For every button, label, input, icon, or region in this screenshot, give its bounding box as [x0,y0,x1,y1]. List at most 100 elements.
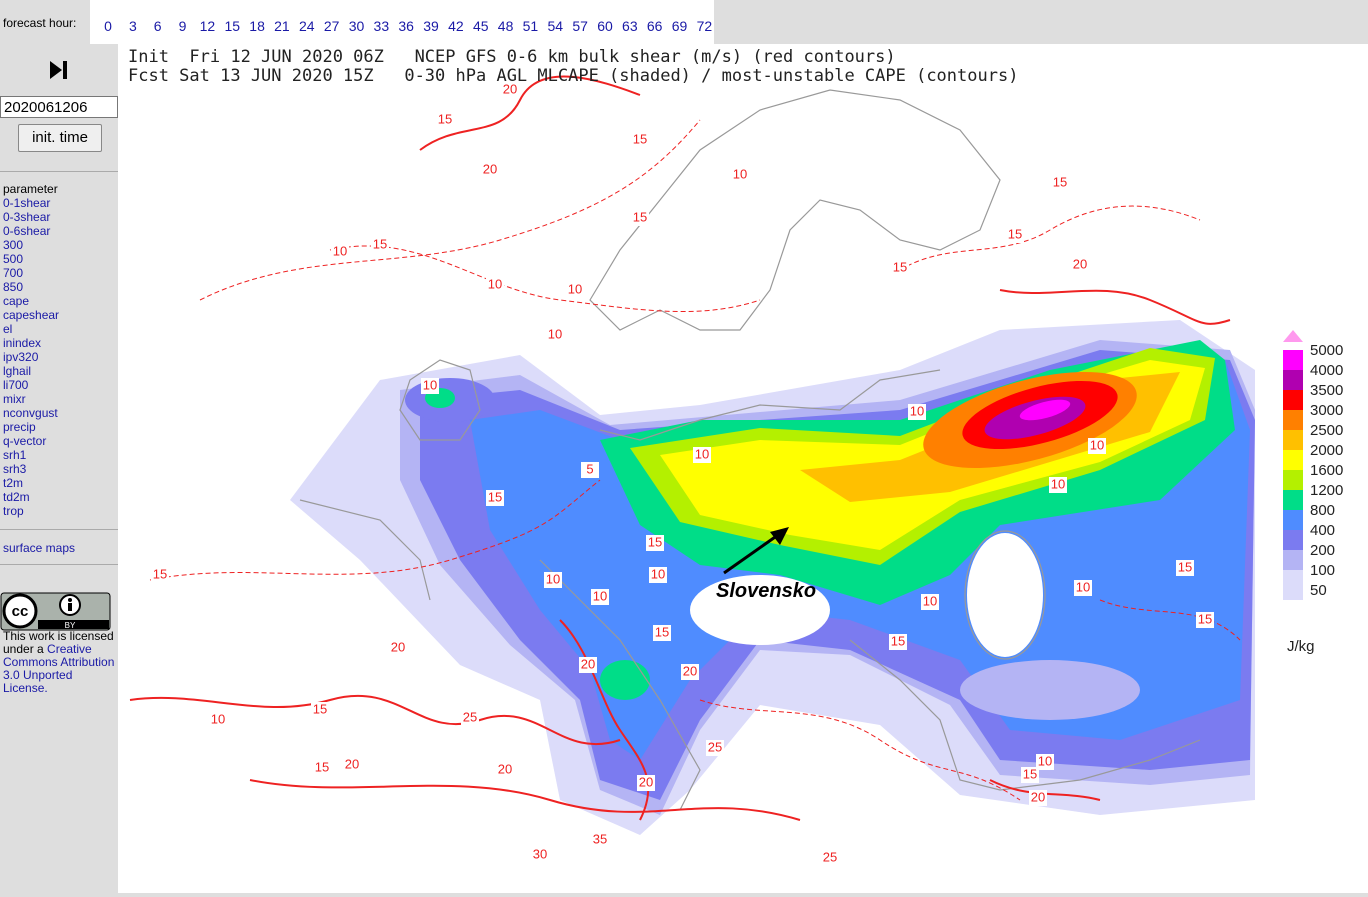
contour-label: 15 [633,209,647,224]
parameter-link[interactable]: el [3,322,13,336]
contour-label: 20 [483,161,497,176]
contour-label-bg [653,625,671,641]
contour-label: 20 [503,81,517,96]
parameter-link[interactable]: 300 [3,238,24,252]
parameter-link[interactable]: lghail [3,364,32,378]
legend-swatch [1283,410,1303,430]
contour-label-bg [1074,580,1092,596]
hour-link[interactable]: 18 [249,18,265,34]
contour-label: 10 [923,593,937,608]
parameter-link[interactable]: trop [3,504,24,518]
parameter-link[interactable]: cape [3,294,30,308]
contour-label-bg [209,712,227,728]
contour-label-bg [579,657,597,673]
contour-label: 15 [655,624,669,639]
cape-shading [290,320,1255,835]
hour-link[interactable]: 21 [274,18,290,34]
hour-link[interactable]: 48 [497,18,514,34]
hour-link[interactable]: 15 [224,18,241,34]
hour-link[interactable]: 39 [423,18,439,34]
hour-link[interactable]: 24 [299,18,315,34]
contour-label-bg [921,594,939,610]
contour-label: 10 [733,166,747,181]
hour-link[interactable]: 42 [448,18,464,34]
contour-label-bg [544,572,562,588]
contour-label-bg [389,640,407,656]
parameter-link[interactable]: 0-1shear [3,196,51,210]
contour-label-bg [486,490,504,506]
parameter-link[interactable]: t2m [3,476,24,490]
init-button[interactable]: init. time [18,124,102,152]
hour-link[interactable]: 0 [104,18,112,34]
contour-label-bg [646,535,664,551]
contour-label: 15 [313,701,327,716]
parameter-link[interactable]: 0-6shear [3,224,51,238]
surface-maps-link[interactable]: surface maps [3,541,76,555]
hour-link[interactable]: 6 [153,18,162,34]
hour-link[interactable]: 60 [597,18,613,34]
parameter-link[interactable]: 850 [3,280,24,294]
hour-link[interactable]: 54 [547,18,564,34]
parameter-link[interactable]: srh3 [3,462,27,476]
parameter-link[interactable]: ipv320 [3,350,39,364]
init-input[interactable]: 2020061206 [0,96,118,118]
legend-label: 2000 [1310,442,1343,459]
legend-label: 3500 [1310,382,1343,399]
contour-label-bg [706,740,724,756]
contour-label-bg [486,277,504,293]
parameter-link[interactable]: 500 [3,252,24,266]
parameter-link[interactable]: inindex [3,336,42,350]
hour-link[interactable]: 33 [373,18,390,34]
contour-label-bg [631,210,649,226]
parameter-link[interactable]: 0-3shear [3,210,51,224]
hour-link[interactable]: 66 [646,18,663,34]
legend-label: 2500 [1310,422,1343,439]
hour-link[interactable]: 45 [472,18,489,34]
contour-label: 20 [581,656,595,671]
parameter-link[interactable]: nconvgust [3,406,58,420]
hour-link[interactable]: 30 [348,18,365,34]
parameter-link[interactable]: precip [3,420,36,434]
contour-label-bg [481,162,499,178]
hour-link[interactable]: 51 [522,18,539,34]
badge-cc: cc [12,603,29,620]
separator [0,171,118,172]
parameter-link[interactable]: td2m [3,490,30,504]
hour-link[interactable]: 3 [128,18,137,34]
parameter-link[interactable]: mixr [3,392,26,406]
hour-link[interactable]: 72 [696,18,713,34]
parameter-link[interactable]: capeshear [3,308,60,322]
legend-label: 4000 [1310,362,1343,379]
cc-badge[interactable]: cc BY [0,592,112,632]
map-title: Fcst Sat 13 JUN 2020 15Z 0-30 hPa AGL ML… [128,66,1018,86]
parameter-link[interactable]: srh1 [3,448,27,462]
hour-link[interactable]: 27 [323,18,340,34]
contour-label: 15 [893,259,907,274]
hour-links: 0 3 6 9 12 15 18 21 24 27 30 33 36 39 42 45 48 51 54 57 60 63… [90,0,714,44]
legend-label: 800 [1310,502,1335,519]
contour-label-bg [546,327,564,343]
hour-link[interactable]: 9 [178,18,187,34]
hour-link[interactable]: 57 [572,18,588,34]
license-link[interactable]: Creative Commons Attribution 3.0 Unporte… [3,642,115,695]
hour-link[interactable]: 36 [398,18,414,34]
contour-label: 10 [546,571,560,586]
contour-label: 10 [211,711,225,726]
contour-label: 20 [391,639,405,654]
separator [0,564,118,565]
parameter-link[interactable]: li700 [3,378,29,392]
play-button[interactable] [48,60,70,80]
contour-label-bg [591,832,609,848]
contour-label-bg [1029,790,1047,806]
parameter-link[interactable]: 700 [3,266,24,280]
contour-label-bg [637,775,655,791]
contour-label-bg [1006,227,1024,243]
annotation-arrow [723,527,789,575]
parameter-link[interactable]: q-vector [3,434,47,448]
hour-link[interactable]: 69 [671,18,688,34]
annotation: Slovensko [716,580,816,602]
hour-link[interactable]: 12 [199,18,216,34]
badge-by: BY [65,621,76,630]
hour-link[interactable]: 63 [622,18,638,34]
contour-label: 10 [1051,476,1065,491]
